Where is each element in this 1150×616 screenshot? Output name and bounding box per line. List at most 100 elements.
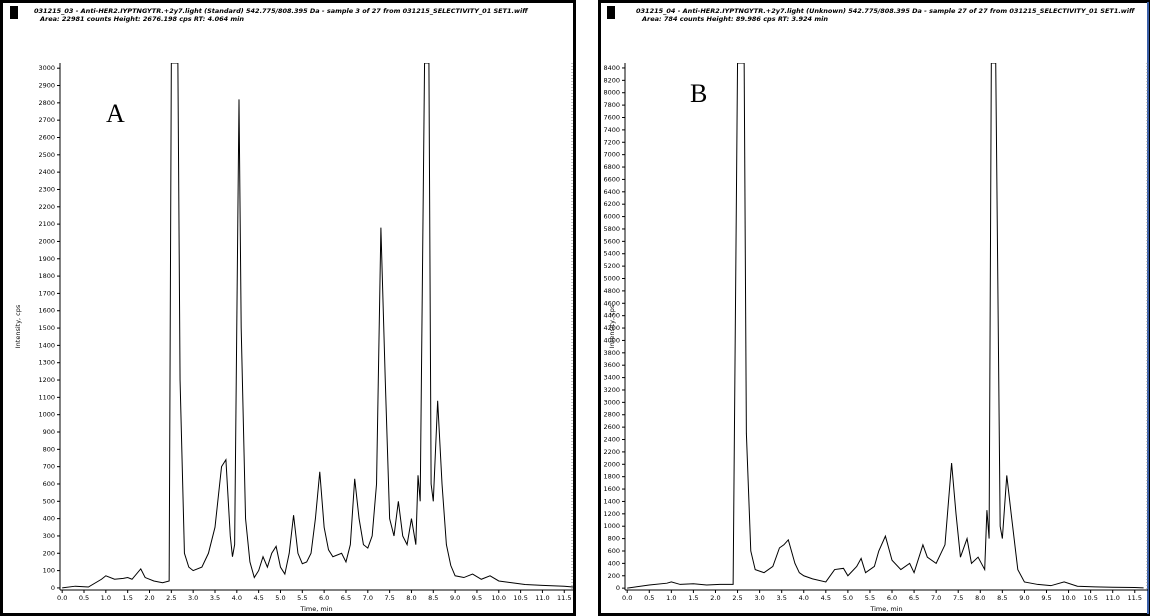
panel-label: B: [690, 79, 707, 108]
y-tick-label: 1800: [38, 272, 55, 280]
y-tick-label: 2400: [38, 168, 55, 176]
x-tick-label: 5.0: [275, 594, 285, 602]
x-tick-label: 3.0: [754, 594, 764, 602]
x-tick-label: 0.5: [79, 594, 89, 602]
x-tick-label: 7.0: [931, 594, 941, 602]
x-tick-label: 2.5: [166, 594, 176, 602]
x-tick-label: 6.0: [887, 594, 897, 602]
y-tick-label: 1200: [38, 376, 55, 384]
panel-icon: [607, 6, 615, 19]
y-tick-label: 3400: [603, 374, 620, 382]
y-tick-label: 7800: [603, 101, 620, 109]
x-tick-label: 6.5: [909, 594, 919, 602]
x-tick-label: 2.0: [144, 594, 154, 602]
y-tick-label: 2900: [38, 82, 55, 90]
x-tick-label: 10.5: [513, 594, 527, 602]
y-tick-label: 4400: [603, 312, 620, 320]
x-tick-label: 0.0: [57, 594, 67, 602]
y-tick-label: 100: [43, 567, 55, 575]
x-tick-label: 2.0: [710, 594, 720, 602]
x-tick-label: 4.0: [799, 594, 809, 602]
x-tick-label: 2.5: [732, 594, 742, 602]
y-tick-label: 4600: [603, 299, 620, 307]
y-tick-label: 3600: [603, 361, 620, 369]
y-tick-label: 1100: [38, 393, 55, 401]
x-tick-label: 7.0: [363, 594, 373, 602]
y-tick-label: 3800: [603, 349, 620, 357]
y-tick-label: 300: [43, 532, 55, 540]
y-tick-label: 2300: [38, 185, 55, 193]
y-tick-label: 800: [608, 535, 620, 543]
panel-frame: [598, 0, 1150, 616]
x-tick-label: 10.5: [1083, 594, 1097, 602]
x-tick-label: 7.5: [953, 594, 963, 602]
y-tick-label: 0: [616, 584, 620, 592]
panel-frame: [0, 0, 576, 616]
chart-title: 031215_04 - Anti-HER2.IYPTNGYTR.+2y7.lig…: [636, 7, 1135, 15]
y-tick-label: 6000: [603, 213, 620, 221]
x-tick-label: 8.5: [997, 594, 1007, 602]
y-tick-label: 200: [43, 549, 55, 557]
y-tick-label: 5600: [603, 237, 620, 245]
y-tick-label: 1600: [38, 307, 55, 315]
y-tick-label: 4000: [603, 336, 620, 344]
y-tick-label: 5200: [603, 262, 620, 270]
x-tick-label: 11.0: [535, 594, 549, 602]
y-tick-label: 2100: [38, 220, 55, 228]
y-tick-label: 2800: [38, 99, 55, 107]
y-tick-label: 1700: [38, 289, 55, 297]
y-tick-label: 200: [608, 572, 620, 580]
y-tick-label: 7200: [603, 138, 620, 146]
y-tick-label: 6800: [603, 163, 620, 171]
y-tick-label: 600: [43, 480, 55, 488]
y-tick-label: 1300: [38, 359, 55, 367]
y-tick-label: 2000: [603, 460, 620, 468]
y-tick-label: 1400: [603, 497, 620, 505]
y-axis-label: Intensity, cps: [14, 304, 22, 348]
x-tick-label: 3.5: [777, 594, 787, 602]
x-tick-label: 11.5: [1128, 594, 1142, 602]
x-tick-label: 11.0: [1105, 594, 1119, 602]
y-tick-label: 800: [43, 445, 55, 453]
y-tick-label: 900: [43, 428, 55, 436]
x-tick-label: 3.0: [188, 594, 198, 602]
y-tick-label: 700: [43, 463, 55, 471]
y-tick-label: 5000: [603, 275, 620, 283]
x-tick-label: 1.0: [666, 594, 676, 602]
y-tick-label: 7600: [603, 113, 620, 121]
x-tick-label: 5.5: [297, 594, 307, 602]
y-tick-label: 1600: [603, 485, 620, 493]
y-tick-label: 3200: [603, 386, 620, 394]
y-tick-label: 3000: [603, 398, 620, 406]
x-tick-label: 4.5: [821, 594, 831, 602]
y-tick-label: 4200: [603, 324, 620, 332]
x-tick-label: 9.0: [1019, 594, 1029, 602]
x-tick-label: 3.5: [210, 594, 220, 602]
x-axis-label: Time, min: [869, 605, 902, 613]
y-tick-label: 2500: [38, 151, 55, 159]
x-tick-label: 5.5: [865, 594, 875, 602]
y-tick-label: 5400: [603, 250, 620, 258]
y-tick-label: 2200: [38, 203, 55, 211]
x-tick-label: 7.5: [384, 594, 394, 602]
chart-title: 031215_03 - Anti-HER2.IYPTNGYTR.+2y7.lig…: [34, 7, 528, 15]
x-tick-label: 9.5: [1041, 594, 1051, 602]
y-tick-label: 2400: [603, 436, 620, 444]
x-tick-label: 1.0: [101, 594, 111, 602]
y-tick-label: 1000: [603, 522, 620, 530]
y-tick-label: 500: [43, 497, 55, 505]
y-tick-label: 2800: [603, 411, 620, 419]
x-tick-label: 4.5: [253, 594, 263, 602]
x-tick-label: 6.5: [341, 594, 351, 602]
y-tick-label: 1000: [38, 411, 55, 419]
x-tick-label: 5.0: [843, 594, 853, 602]
x-tick-label: 1.5: [123, 594, 133, 602]
y-tick-label: 1900: [38, 255, 55, 263]
y-tick-label: 3000: [38, 64, 55, 72]
y-tick-label: 400: [608, 559, 620, 567]
y-tick-label: 600: [608, 547, 620, 555]
y-tick-label: 5800: [603, 225, 620, 233]
x-tick-label: 0.5: [644, 594, 654, 602]
panel-icon: [10, 6, 18, 19]
